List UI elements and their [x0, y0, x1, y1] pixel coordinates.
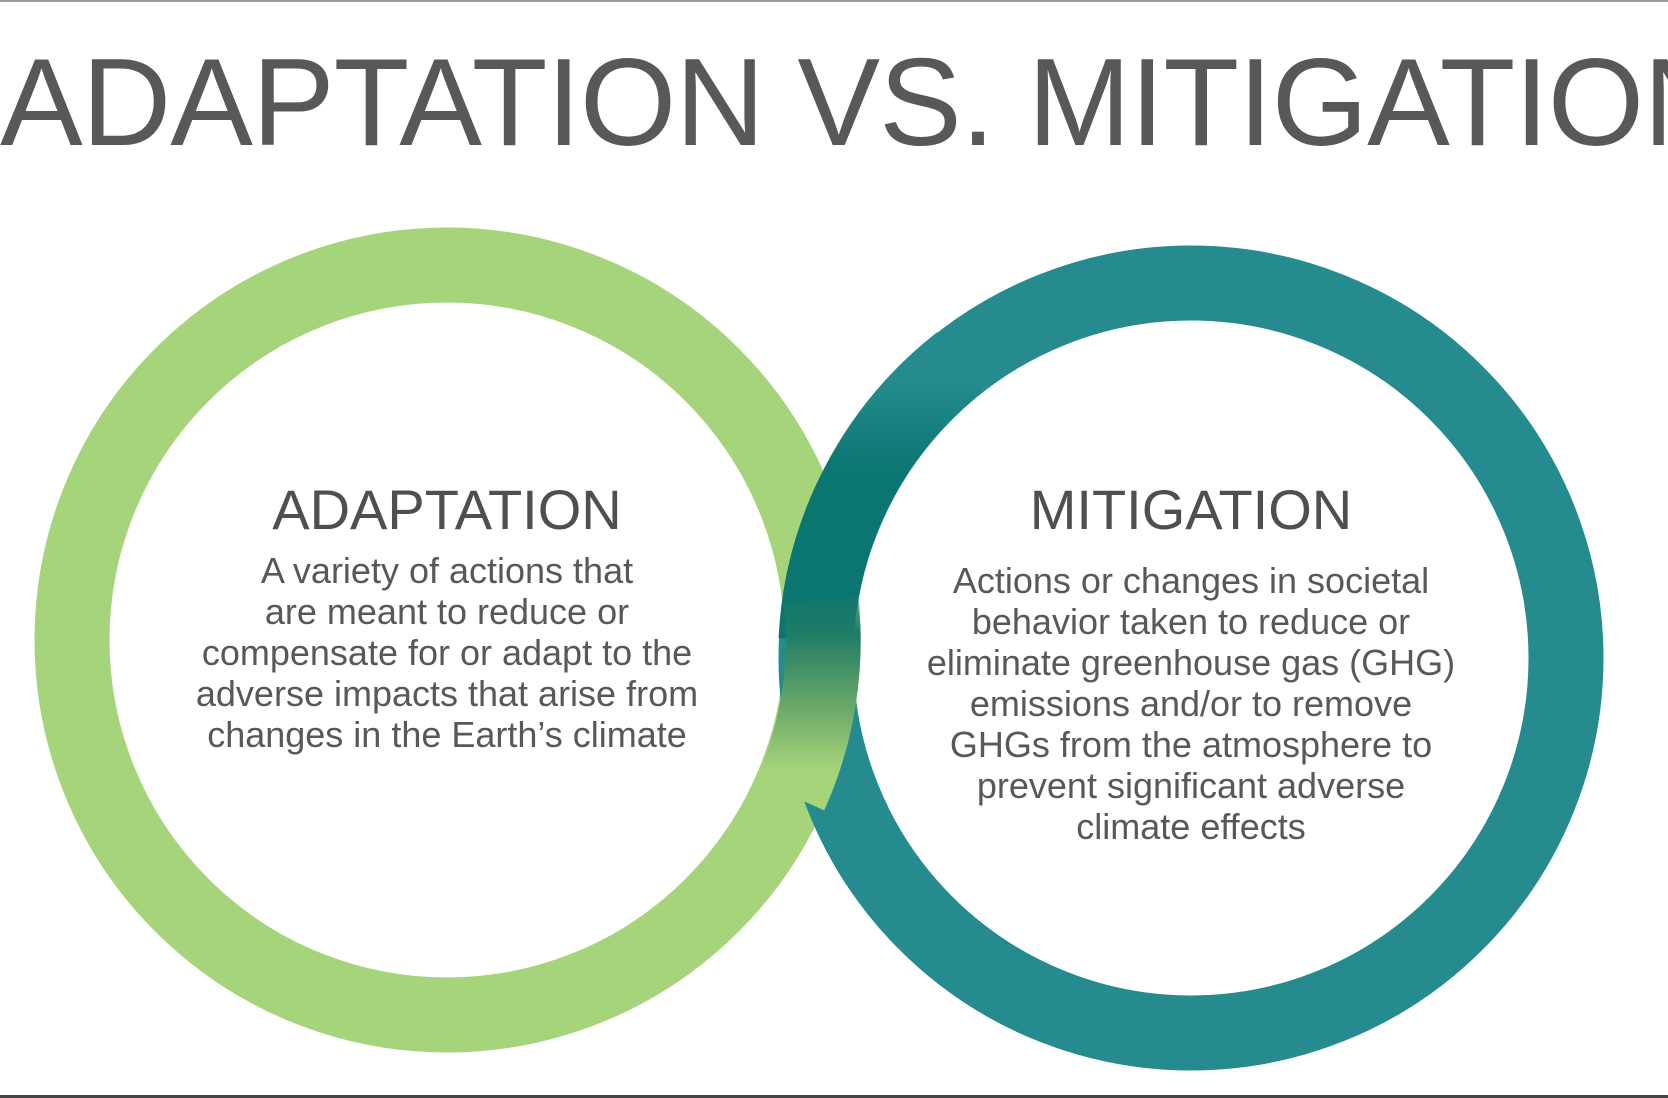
definition-line: adverse impacts that arise from [195, 673, 699, 714]
mitigation-section: MITIGATION Actions or changes in societa… [891, 478, 1491, 847]
mitigation-overlap-shade [778, 332, 984, 643]
adaptation-definition: A variety of actions that are meant to r… [147, 550, 747, 755]
definition-line: are meant to reduce or [264, 591, 630, 632]
page-title: ADAPTATION VS. MITIGATION [0, 34, 1668, 172]
mitigation-definition: Actions or changes in societal behavior … [891, 560, 1491, 847]
definition-line: emissions and/or to remove [969, 683, 1413, 724]
bottom-border [0, 1095, 1668, 1098]
adaptation-overlap-arc [755, 595, 861, 811]
definition-line: GHGs from the atmosphere to [949, 724, 1433, 765]
definition-line: prevent significant adverse [976, 765, 1406, 806]
definition-line: changes in the Earth’s climate [207, 714, 687, 755]
mitigation-heading: MITIGATION [1029, 478, 1353, 541]
definition-line: compensate for or adapt to the [201, 632, 693, 673]
adaptation-heading: ADAPTATION [272, 478, 622, 541]
definition-line: A variety of actions that [260, 550, 634, 591]
definition-line: eliminate greenhouse gas (GHG) [926, 642, 1456, 683]
adaptation-section: ADAPTATION A variety of actions that are… [147, 478, 747, 755]
definition-line: climate effects [1076, 806, 1306, 847]
definition-line: Actions or changes in societal [952, 560, 1430, 601]
top-border [0, 0, 1668, 2]
definition-line: behavior taken to reduce or [971, 601, 1411, 642]
